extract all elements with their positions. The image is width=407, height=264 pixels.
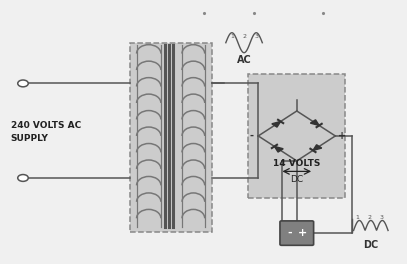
Polygon shape [272, 121, 280, 127]
Text: 2: 2 [242, 34, 246, 39]
Text: 1: 1 [356, 215, 359, 220]
Text: 3: 3 [254, 34, 258, 39]
Text: 240 VOLTS AC
SUPPLY: 240 VOLTS AC SUPPLY [11, 121, 81, 143]
FancyBboxPatch shape [280, 221, 314, 245]
Text: 2: 2 [368, 215, 372, 220]
Polygon shape [274, 147, 283, 152]
Circle shape [18, 80, 28, 87]
Bar [131, 43, 212, 232]
Text: -: - [250, 131, 254, 141]
Polygon shape [313, 145, 322, 150]
Text: DC: DC [290, 175, 303, 184]
Text: AC: AC [237, 55, 252, 65]
Bar [248, 74, 346, 198]
Text: 1: 1 [230, 34, 234, 39]
Text: DC: DC [363, 240, 379, 250]
Text: 3: 3 [380, 215, 384, 220]
Text: -: - [288, 228, 292, 238]
Polygon shape [311, 120, 319, 125]
Text: +: + [298, 228, 307, 238]
Text: +: + [338, 131, 346, 141]
Text: 14 VOLTS: 14 VOLTS [273, 159, 320, 168]
Circle shape [18, 175, 28, 181]
